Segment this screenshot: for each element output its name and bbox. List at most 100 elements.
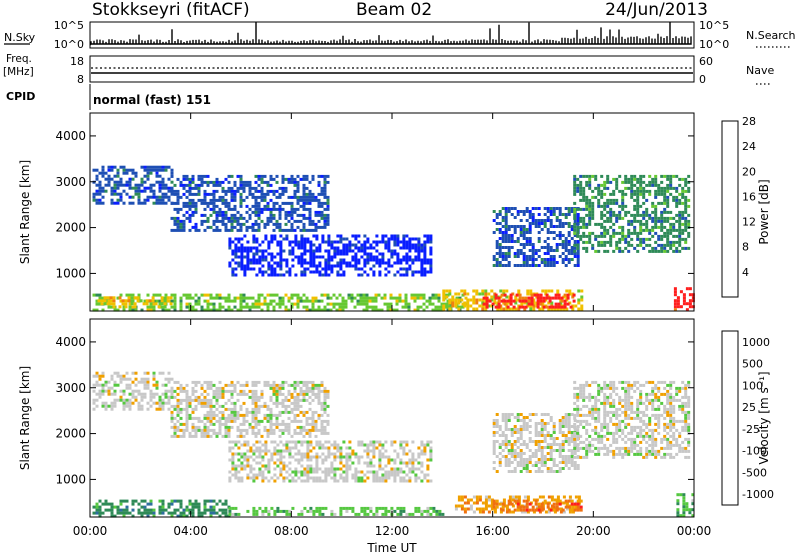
power-cell-r4 (101, 299, 104, 302)
power-cell-r8 (573, 232, 576, 235)
power-cell-r1 (222, 190, 225, 193)
power-cell-r2 (303, 268, 306, 271)
velocity-cell-r1 (300, 432, 303, 435)
velocity-cell-r1 (237, 414, 240, 417)
power-cell-r7 (568, 225, 571, 228)
velocity-cell-r0 (93, 390, 96, 393)
power-cell-r8 (654, 190, 657, 193)
velocity-cell-r2 (393, 468, 396, 471)
velocity-cell-r2 (252, 459, 255, 462)
velocity-cell-r2 (315, 444, 318, 447)
power-cell-r1 (225, 229, 228, 232)
velocity-cell-r7 (520, 425, 523, 428)
velocity-cell-r2 (327, 456, 330, 459)
velocity-cell-r2 (345, 465, 348, 468)
power-colorbar-tick-label: 20 (742, 165, 756, 178)
velocity-cell-r6 (514, 509, 517, 512)
power-cell-r6 (510, 303, 513, 306)
power-cell-r1 (171, 190, 174, 193)
velocity-cell-r1 (207, 411, 210, 414)
power-cell-r8 (675, 205, 678, 208)
power-cell-r3 (327, 297, 330, 300)
power-cell-r7 (514, 255, 517, 258)
power-cell-r7 (547, 237, 550, 240)
velocity-cell-r1 (240, 423, 243, 426)
velocity-cell-r1 (171, 411, 174, 414)
power-cell-r0 (111, 202, 114, 205)
power-cell-r7 (562, 225, 565, 228)
power-cell-r8 (627, 229, 630, 232)
velocity-cell-r0 (111, 408, 114, 411)
power-cell-r2 (243, 235, 246, 238)
power-cell-r3 (183, 294, 186, 297)
power-cell-r2 (264, 259, 267, 262)
power-cell-r2 (336, 253, 339, 256)
power-cell-r1 (219, 196, 222, 199)
power-cell-r1 (183, 175, 186, 178)
power-cell-r2 (411, 271, 414, 274)
power-cell-r1 (228, 229, 231, 232)
velocity-cell-r1 (204, 429, 207, 432)
power-cell-r6 (486, 306, 489, 309)
power-cell-r8 (603, 226, 606, 229)
velocity-cell-r4 (252, 510, 255, 513)
power-cell-r5 (463, 302, 466, 305)
velocity-cell-r2 (357, 480, 360, 483)
power-cell-r1 (267, 217, 270, 220)
power-cell-r7 (541, 228, 544, 231)
power-cell-r2 (417, 253, 420, 256)
power-cell-r8 (597, 205, 600, 208)
power-cell-r1 (231, 196, 234, 199)
power-cell-r8 (648, 193, 651, 196)
power-cell-r2 (348, 250, 351, 253)
velocity-cell-r1 (315, 429, 318, 432)
power-cell-r8 (654, 184, 657, 187)
velocity-cell-r3 (210, 512, 213, 515)
power-cell-r6 (525, 300, 528, 303)
power-cell-r3 (342, 306, 345, 309)
power-cell-r1 (324, 175, 327, 178)
power-cell-r1 (294, 178, 297, 181)
power-cell-r2 (384, 274, 387, 277)
power-cell-r3 (288, 297, 291, 300)
power-cell-r5 (574, 305, 577, 308)
power-cell-r6 (519, 297, 522, 300)
velocity-cell-r1 (327, 432, 330, 435)
velocity-cell-r1 (303, 429, 306, 432)
velocity-cell-r7 (544, 422, 547, 425)
power-cell-r1 (273, 214, 276, 217)
power-cell-r3 (186, 294, 189, 297)
power-cell-r1 (222, 220, 225, 223)
velocity-cell-r6 (526, 509, 529, 512)
power-cell-r4 (125, 302, 128, 305)
velocity-cell-r2 (384, 456, 387, 459)
power-cell-r7 (532, 216, 535, 219)
power-cell-r8 (675, 229, 678, 232)
velocity-cell-r1 (294, 381, 297, 384)
velocity-cell-r2 (237, 459, 240, 462)
power-cell-r5 (529, 308, 532, 311)
power-cell-r7 (544, 213, 547, 216)
power-cell-r8 (672, 235, 675, 238)
power-cell-r7 (538, 225, 541, 228)
velocity-cell-r1 (198, 417, 201, 420)
power-cell-r9 (677, 299, 680, 302)
power-cell-r8 (681, 223, 684, 226)
velocity-cell-r7 (547, 443, 550, 446)
power-cell-r5 (475, 290, 478, 293)
power-cell-r3 (258, 297, 261, 300)
velocity-cell-r6 (514, 500, 517, 503)
velocity-cell-r3 (225, 509, 228, 512)
power-cell-r1 (177, 220, 180, 223)
power-cell-r1 (324, 226, 327, 229)
power-cell-r1 (303, 187, 306, 190)
power-cell-r8 (591, 202, 594, 205)
velocity-cell-r2 (339, 450, 342, 453)
power-cell-r2 (309, 265, 312, 268)
velocity-cell-r1 (213, 417, 216, 420)
power-cell-r0 (120, 181, 123, 184)
power-cell-r3 (333, 306, 336, 309)
power-cell-r2 (378, 271, 381, 274)
velocity-cell-r2 (378, 468, 381, 471)
power-cell-r1 (267, 184, 270, 187)
